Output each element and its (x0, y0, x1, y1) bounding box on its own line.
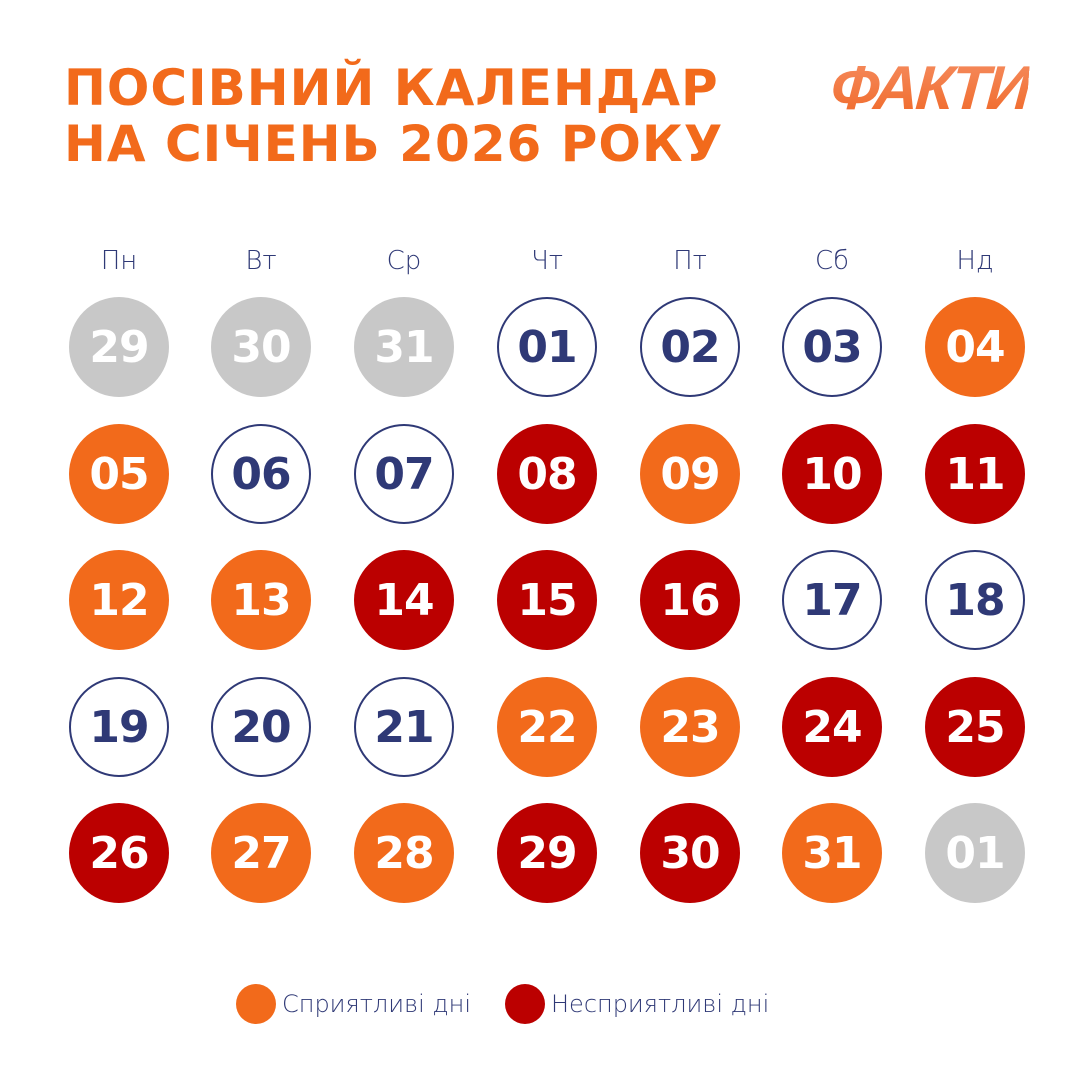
weekday-fri: Пт (673, 246, 707, 276)
day-cell-favorable-mon[interactable]: 12 (69, 550, 169, 650)
day-cell-unfavorable-wed[interactable]: 14 (354, 550, 454, 650)
legend-item-unfavorable: Несприятливі дні (505, 984, 769, 1024)
day-cell-favorable-mon[interactable]: 05 (69, 424, 169, 524)
legend-label-favorable: Сприятливі дні (282, 990, 471, 1018)
day-cell-unfavorable-sun[interactable]: 25 (925, 677, 1025, 777)
legend: Сприятливі дні Несприятливі дні (236, 982, 803, 1026)
day-cell-neutral-tue[interactable]: 20 (211, 677, 311, 777)
weekday-sun: Нд (956, 246, 994, 276)
weekday-header-row: Пн Вт Ср Чт Пт Сб Нд (0, 243, 1080, 283)
day-cell-other-wed[interactable]: 31 (354, 297, 454, 397)
weekday-sat: Сб (814, 246, 850, 276)
day-cell-unfavorable-fri[interactable]: 16 (640, 550, 740, 650)
favorable-dot-icon (236, 984, 276, 1024)
day-cell-unfavorable-fri[interactable]: 30 (640, 803, 740, 903)
day-cell-favorable-sat[interactable]: 31 (782, 803, 882, 903)
day-cell-neutral-wed[interactable]: 21 (354, 677, 454, 777)
day-cell-unfavorable-sat[interactable]: 24 (782, 677, 882, 777)
legend-label-unfavorable: Несприятливі дні (551, 990, 770, 1018)
page-title: ПОСІВНИЙ КАЛЕНДАР НА СІЧЕНЬ 2026 РОКУ (64, 60, 723, 172)
day-cell-favorable-tue[interactable]: 13 (211, 550, 311, 650)
day-cell-neutral-thu[interactable]: 01 (497, 297, 597, 397)
day-cell-other-mon[interactable]: 29 (69, 297, 169, 397)
legend-item-favorable: Сприятливі дні (236, 984, 471, 1024)
day-cell-neutral-fri[interactable]: 02 (640, 297, 740, 397)
day-cell-favorable-sun[interactable]: 04 (925, 297, 1025, 397)
day-cell-unfavorable-thu[interactable]: 29 (497, 803, 597, 903)
day-cell-neutral-wed[interactable]: 07 (354, 424, 454, 524)
day-cell-neutral-tue[interactable]: 06 (211, 424, 311, 524)
weekday-thu: Чт (530, 246, 564, 276)
day-cell-other-sun[interactable]: 01 (925, 803, 1025, 903)
weekday-mon: Пн (100, 246, 138, 276)
day-cell-unfavorable-thu[interactable]: 15 (497, 550, 597, 650)
day-cell-unfavorable-sat[interactable]: 10 (782, 424, 882, 524)
title-line-1: ПОСІВНИЙ КАЛЕНДАР (64, 59, 719, 117)
day-cell-neutral-sat[interactable]: 17 (782, 550, 882, 650)
day-cell-favorable-fri[interactable]: 09 (640, 424, 740, 524)
day-cell-favorable-fri[interactable]: 23 (640, 677, 740, 777)
unfavorable-dot-icon (505, 984, 545, 1024)
day-cell-neutral-sat[interactable]: 03 (782, 297, 882, 397)
day-cell-other-tue[interactable]: 30 (211, 297, 311, 397)
day-cell-neutral-mon[interactable]: 19 (69, 677, 169, 777)
title-line-2: НА СІЧЕНЬ 2026 РОКУ (64, 115, 724, 173)
day-cell-favorable-tue[interactable]: 27 (211, 803, 311, 903)
day-cell-favorable-wed[interactable]: 28 (354, 803, 454, 903)
day-cell-unfavorable-thu[interactable]: 08 (497, 424, 597, 524)
day-cell-unfavorable-mon[interactable]: 26 (69, 803, 169, 903)
day-cell-unfavorable-sun[interactable]: 11 (925, 424, 1025, 524)
day-cell-neutral-sun[interactable]: 18 (925, 550, 1025, 650)
day-cell-favorable-thu[interactable]: 22 (497, 677, 597, 777)
weekday-tue: Вт (245, 246, 277, 276)
weekday-wed: Ср (386, 246, 422, 276)
